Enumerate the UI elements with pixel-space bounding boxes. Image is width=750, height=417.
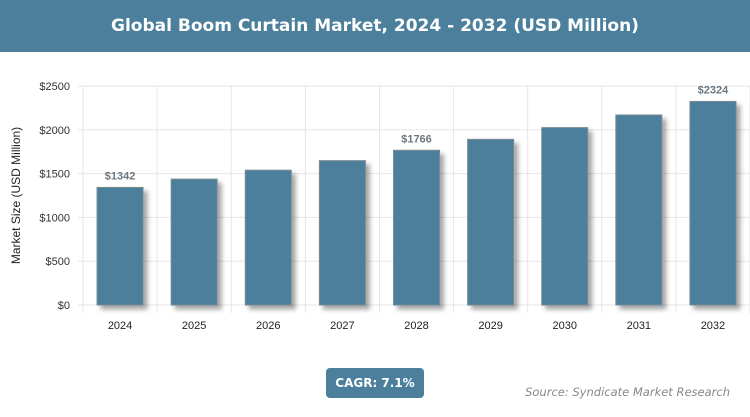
x-tick-label: 2030 [552, 320, 576, 332]
x-tick-label: 2028 [404, 320, 428, 332]
data-label: $1766 [401, 133, 432, 145]
bar [318, 160, 366, 306]
x-tick-label: 2031 [627, 320, 651, 332]
bar [244, 169, 292, 306]
x-tick-label: 2026 [256, 320, 280, 332]
bar [615, 114, 663, 306]
bar [541, 127, 589, 306]
y-axis-label: Market Size (USD Million) [9, 127, 23, 264]
x-tick-label: 2029 [478, 320, 502, 332]
y-tick-label: $2500 [39, 81, 70, 93]
y-tick-label: $0 [58, 300, 70, 312]
y-tick-label: $1000 [39, 212, 70, 224]
bar [689, 100, 737, 306]
source-note: Source: Syndicate Market Research [525, 385, 730, 399]
chart-title: Global Boom Curtain Market, 2024 - 2032 … [0, 0, 750, 52]
y-tick-label: $2000 [39, 125, 70, 137]
x-tick-label: 2025 [182, 320, 206, 332]
bar [170, 178, 218, 306]
y-tick-label: $1500 [39, 169, 70, 181]
bar [467, 138, 515, 306]
y-tick-label: $500 [46, 256, 70, 268]
cagr-badge: CAGR: 7.1% [326, 368, 424, 398]
x-tick-label: 2032 [701, 320, 725, 332]
bar [96, 186, 144, 306]
bar [393, 149, 440, 306]
x-tick-label: 2027 [330, 320, 354, 332]
data-label: $1342 [105, 170, 136, 182]
x-tick-label: 2024 [108, 320, 132, 332]
data-label: $2324 [698, 84, 729, 96]
